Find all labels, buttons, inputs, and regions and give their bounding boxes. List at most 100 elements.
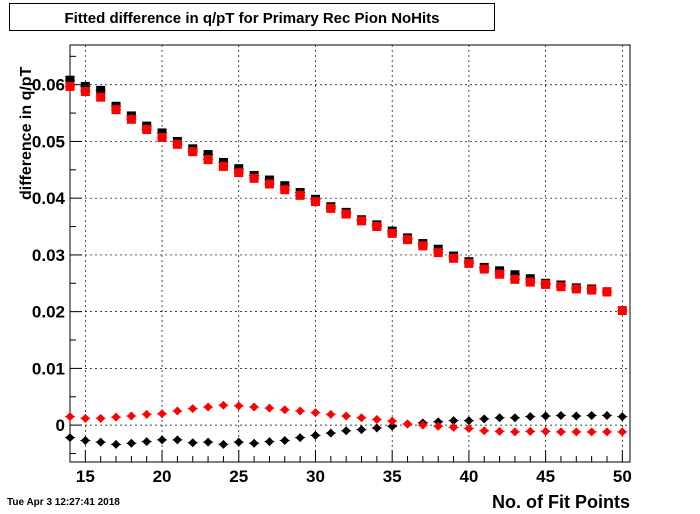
x-tick-label: 40 [459, 467, 478, 486]
data-point [541, 411, 551, 421]
data-point [556, 427, 566, 437]
data-point [188, 404, 198, 414]
y-tick-label: 0.01 [32, 359, 65, 378]
data-point [495, 269, 505, 279]
data-point [571, 284, 581, 294]
data-point [372, 423, 382, 433]
data-point [295, 190, 305, 200]
data-point [602, 287, 612, 297]
data-point [418, 420, 428, 430]
data-point [249, 402, 259, 412]
data-point [326, 203, 336, 213]
data-point [403, 419, 413, 429]
y-tick-label: 0.04 [32, 189, 66, 208]
data-point [449, 416, 459, 426]
data-point [433, 421, 443, 431]
data-point [264, 437, 274, 447]
data-point [310, 408, 320, 418]
data-point [264, 179, 274, 189]
data-point [96, 413, 106, 423]
data-point [264, 403, 274, 413]
data-point [525, 426, 535, 436]
data-point [449, 422, 459, 432]
data-point [172, 406, 182, 416]
data-point [617, 427, 627, 437]
data-point [387, 421, 397, 431]
data-point [218, 161, 228, 171]
data-point [280, 435, 290, 445]
data-point [525, 412, 535, 422]
x-tick-label: 45 [536, 467, 555, 486]
data-point [157, 409, 167, 419]
data-point [234, 168, 244, 178]
data-point [295, 406, 305, 416]
data-point [188, 438, 198, 448]
data-point [280, 405, 290, 415]
data-point [126, 438, 136, 448]
data-point [249, 438, 259, 448]
data-point [234, 437, 244, 447]
data-point [172, 139, 182, 149]
data-point [617, 412, 627, 422]
data-point [357, 413, 367, 423]
y-axis-label: difference in q/pT [18, 66, 35, 200]
data-point [387, 228, 397, 238]
data-point [571, 427, 581, 437]
chart-title-box: Fitted difference in q/pT for Primary Re… [9, 3, 495, 31]
data-point [218, 400, 228, 410]
data-point [142, 125, 152, 135]
data-point [541, 279, 551, 289]
data-point [203, 155, 213, 165]
x-tick-label: 50 [613, 467, 632, 486]
data-point [556, 282, 566, 292]
data-point [341, 426, 351, 436]
data-point [602, 427, 612, 437]
x-tick-label: 15 [76, 467, 95, 486]
data-point [234, 401, 244, 411]
data-point [602, 410, 612, 420]
data-point [510, 413, 520, 423]
data-point [571, 411, 581, 421]
data-point [96, 437, 106, 447]
x-tick-label: 30 [306, 467, 325, 486]
data-point [541, 426, 551, 436]
data-point [341, 209, 351, 219]
data-point [372, 414, 382, 424]
timestamp: Tue Apr 3 12:27:41 2018 [7, 497, 120, 508]
data-point [249, 173, 259, 183]
data-point [280, 185, 290, 195]
data-point [295, 433, 305, 443]
plot-frame [69, 44, 631, 463]
y-tick-label: 0.02 [32, 303, 65, 322]
data-point [157, 128, 167, 138]
data-point [65, 75, 75, 85]
data-point [341, 411, 351, 421]
data-point [65, 433, 75, 443]
data-point [510, 427, 520, 437]
data-point [357, 216, 367, 226]
data-point [65, 81, 75, 91]
data-point [479, 264, 489, 274]
data-point [111, 412, 121, 422]
data-point [587, 285, 597, 295]
data-point [525, 277, 535, 287]
data-point [464, 258, 474, 268]
data-point [80, 435, 90, 445]
data-point [449, 253, 459, 263]
x-axis-label: No. of Fit Points [492, 492, 630, 512]
data-point [464, 424, 474, 434]
data-point [142, 409, 152, 419]
data-point [80, 81, 90, 91]
data-point [479, 414, 489, 424]
chart-title: Fitted difference in q/pT for Primary Re… [64, 10, 440, 27]
data-point [326, 409, 336, 419]
data-point [387, 416, 397, 426]
data-point [433, 417, 443, 427]
x-tick-label: 20 [153, 467, 172, 486]
data-point [464, 416, 474, 426]
data-point [326, 428, 336, 438]
data-point [587, 427, 597, 437]
data-point [556, 410, 566, 420]
data-point [96, 85, 106, 95]
